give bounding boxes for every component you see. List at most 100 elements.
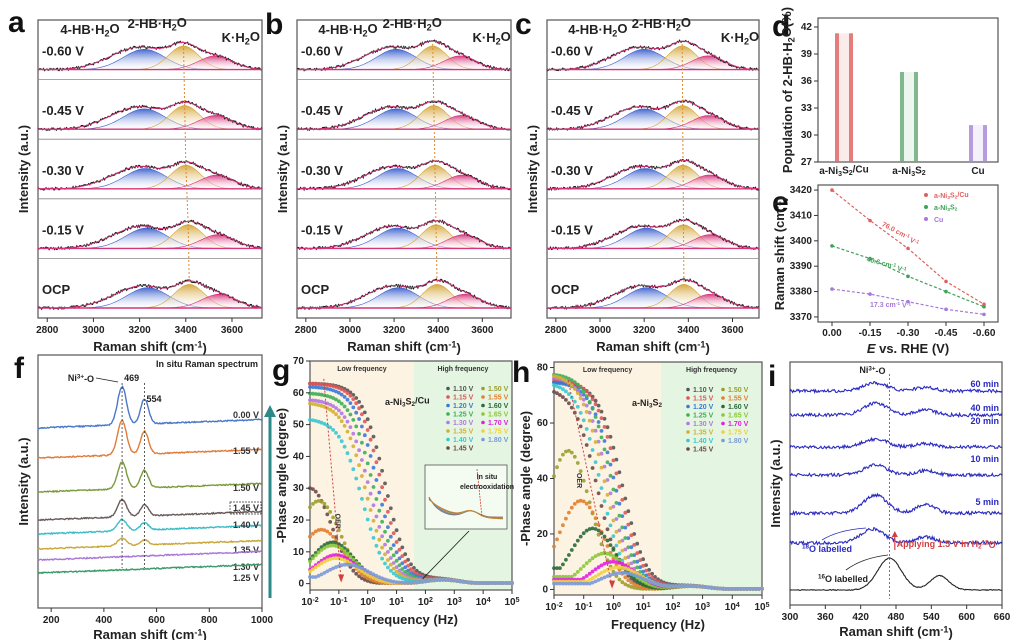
data-point [339, 411, 344, 416]
data-point [391, 553, 396, 558]
trace-label: -0.15 V [42, 222, 84, 237]
data-point [449, 578, 454, 583]
oer-trend-arrow [323, 378, 342, 581]
data-point [567, 381, 571, 385]
spectrum-0.00V [37, 385, 262, 430]
data-point [575, 391, 580, 396]
legend-label: 1.70 V [488, 420, 509, 427]
data-point [383, 542, 387, 547]
x-tick-label: 3400 [427, 325, 450, 336]
data-point [623, 536, 628, 540]
data-point [596, 473, 601, 477]
data-point [575, 461, 580, 465]
x-tick-label: 420 [852, 612, 869, 623]
data-point [360, 497, 364, 501]
x-tick-label: 105 [754, 602, 769, 613]
raw-spectrum [546, 158, 760, 192]
trace-label: -0.30 V [42, 163, 84, 178]
data-point [339, 554, 344, 558]
data-point [368, 437, 373, 442]
data-point [632, 566, 637, 571]
data-point [602, 479, 607, 484]
data-point [629, 521, 634, 525]
x-tick-label: 480 [888, 612, 905, 623]
data-point [626, 571, 631, 576]
data-point [626, 555, 631, 559]
data-point [599, 465, 604, 470]
peak-label-2hb: 2-HB·H2O [632, 15, 691, 32]
legend-marker [686, 404, 690, 409]
data-point [629, 553, 634, 558]
data-point [308, 559, 312, 564]
legend-marker [481, 420, 485, 425]
data-point [510, 581, 514, 585]
data-point [572, 502, 577, 506]
data-point [313, 419, 318, 423]
data-point [308, 381, 312, 386]
data-point [596, 522, 601, 527]
y-tick-label: 20 [537, 529, 549, 540]
data-point [569, 383, 574, 388]
data-point [906, 246, 910, 251]
data-point [626, 509, 631, 514]
data-point [334, 389, 338, 394]
x-tick-label: 101 [389, 597, 404, 608]
data-point [647, 568, 651, 572]
data-point [391, 579, 396, 584]
data-point [339, 534, 344, 539]
data-point [334, 565, 338, 569]
data-point [617, 565, 622, 570]
data-point [403, 559, 408, 564]
x-tick-label: 3200 [128, 325, 151, 336]
data-point [614, 560, 619, 564]
data-point [357, 406, 361, 411]
data-point [626, 583, 631, 588]
data-point [313, 553, 318, 558]
legend-marker [481, 403, 485, 408]
data-point [501, 581, 506, 585]
data-point [311, 398, 315, 403]
data-point [608, 537, 613, 542]
data-point [319, 545, 324, 550]
data-point [587, 500, 592, 505]
data-point [311, 487, 315, 491]
data-point [596, 572, 601, 577]
data-point [641, 585, 645, 590]
data-point [397, 572, 402, 576]
data-point [596, 552, 601, 557]
data-point [617, 577, 622, 582]
data-point [555, 374, 559, 379]
data-point [311, 531, 315, 536]
data-point [906, 274, 910, 279]
data-point [365, 428, 370, 432]
data-point [596, 408, 601, 413]
label-16o: 16O labelled [818, 573, 868, 584]
data-point [469, 580, 474, 585]
data-point [581, 389, 586, 394]
data-point [659, 583, 663, 587]
inset-curve [428, 499, 504, 520]
data-point [830, 287, 834, 291]
data-point [337, 415, 341, 420]
data-point [564, 382, 568, 387]
data-point [596, 565, 601, 570]
data-point [368, 473, 373, 477]
data-point [368, 574, 373, 579]
data-point [558, 530, 562, 535]
data-point [623, 547, 628, 552]
data-point [388, 534, 393, 539]
y-tick-label: 3390 [790, 261, 813, 272]
data-point [487, 581, 491, 585]
x-tick-label: 2800 [295, 325, 318, 336]
data-point [584, 410, 589, 414]
data-point [572, 399, 577, 404]
legend-label: 1.55 V [488, 395, 509, 402]
data-point [575, 570, 580, 574]
cumulative-fit [547, 40, 759, 71]
data-point [552, 574, 556, 579]
data-point [620, 538, 625, 543]
data-point [386, 578, 390, 583]
data-point [374, 478, 379, 482]
data-point [605, 450, 610, 455]
data-point [348, 458, 353, 463]
